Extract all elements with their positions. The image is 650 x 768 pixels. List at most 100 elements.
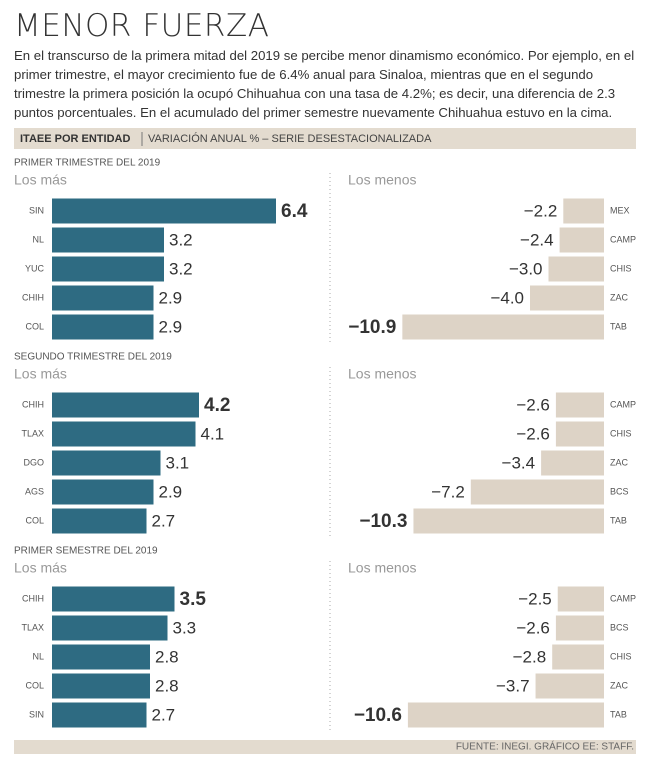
bar — [555, 392, 604, 418]
bar — [52, 314, 154, 340]
section-title: SEGUNDO TRIMESTRE DEL 2019 — [14, 352, 172, 363]
bar — [52, 644, 150, 670]
value-label: 2.7 — [152, 705, 176, 724]
category-label: CAMP — [610, 593, 636, 603]
bar — [52, 450, 161, 476]
category-label: ZAC — [610, 457, 629, 467]
value-label: −2.8 — [513, 647, 547, 666]
category-label: TAB — [610, 321, 627, 331]
value-label: 2.9 — [159, 317, 183, 336]
bar — [555, 615, 604, 641]
category-label: AGS — [25, 486, 44, 496]
bar — [413, 508, 604, 534]
bar — [52, 256, 164, 282]
value-label: 6.4 — [281, 201, 308, 222]
section-title: PRIMER TRIMESTRE DEL 2019 — [14, 158, 161, 169]
value-label: −2.4 — [520, 230, 554, 249]
value-label: 3.2 — [169, 259, 193, 278]
value-label: 2.9 — [159, 482, 183, 501]
value-label: 2.9 — [159, 288, 183, 307]
category-label: CAMP — [610, 399, 636, 409]
value-label: −2.6 — [516, 424, 550, 443]
category-label: COL — [25, 515, 44, 525]
bar — [402, 314, 604, 340]
legend-label: Los más — [14, 560, 67, 576]
bar — [52, 198, 276, 224]
value-label: 4.2 — [204, 395, 230, 416]
value-label: −4.0 — [490, 288, 524, 307]
bar — [52, 615, 168, 641]
bar — [407, 702, 604, 728]
value-label: −3.7 — [496, 676, 530, 695]
category-label: BCS — [610, 622, 629, 632]
bar — [559, 227, 604, 253]
category-label: CHIS — [610, 428, 632, 438]
value-label: −7.2 — [431, 482, 465, 501]
category-label: YUC — [25, 263, 45, 273]
value-label: 2.8 — [155, 676, 179, 695]
header-band — [14, 128, 636, 149]
bar — [548, 256, 604, 282]
legend-label: Los más — [14, 172, 67, 188]
category-label: ZAC — [610, 680, 629, 690]
value-label: 4.1 — [201, 424, 225, 443]
category-label: TLAX — [21, 428, 44, 438]
category-label: SIN — [29, 709, 44, 719]
bar — [563, 198, 604, 224]
value-label: 2.8 — [155, 647, 179, 666]
category-label: CHIH — [22, 399, 44, 409]
value-label: −2.6 — [516, 395, 550, 414]
category-label: NL — [32, 651, 44, 661]
legend-label: Los menos — [348, 560, 416, 576]
category-label: MEX — [610, 205, 630, 215]
legend-label: Los más — [14, 366, 67, 382]
category-label: ZAC — [610, 292, 629, 302]
bar — [52, 508, 147, 534]
source: FUENTE: INEGI. GRÁFICO EE: STAFF. — [456, 740, 634, 753]
category-label: TLAX — [21, 622, 44, 632]
category-label: CHIS — [610, 263, 632, 273]
value-label: 3.2 — [169, 230, 193, 249]
value-label: −2.2 — [524, 201, 558, 220]
category-label: SIN — [29, 205, 44, 215]
footer-band — [14, 740, 636, 754]
bar — [52, 227, 164, 253]
value-label: 3.5 — [180, 589, 207, 610]
header-bold: ITAEE POR ENTIDAD — [20, 133, 130, 145]
value-label: −10.9 — [348, 317, 396, 338]
title: MENOR FUERZA — [14, 8, 270, 44]
bar — [530, 285, 604, 311]
bar — [52, 285, 154, 311]
value-label: −10.6 — [354, 705, 402, 726]
category-label: CHIH — [22, 593, 44, 603]
value-label: 3.3 — [173, 618, 197, 637]
value-label: −2.6 — [516, 618, 550, 637]
category-label: COL — [25, 680, 44, 690]
category-label: DGO — [23, 457, 44, 467]
header-rest: VARIACIÓN ANUAL % – SERIE DESESTACIONALI… — [148, 132, 432, 145]
legend-label: Los menos — [348, 172, 416, 188]
bar — [555, 421, 604, 447]
value-label: −10.3 — [359, 511, 407, 532]
category-label: TAB — [610, 709, 627, 719]
category-label: CHIH — [22, 292, 44, 302]
bar — [541, 450, 604, 476]
category-label: NL — [32, 234, 44, 244]
category-label: COL — [25, 321, 44, 331]
value-label: −3.4 — [502, 453, 536, 472]
category-label: BCS — [610, 486, 629, 496]
category-label: CHIS — [610, 651, 632, 661]
bar — [52, 586, 175, 612]
value-label: −3.0 — [509, 259, 543, 278]
bar — [557, 586, 604, 612]
bar — [52, 702, 147, 728]
bar — [470, 479, 604, 505]
legend-label: Los menos — [348, 366, 416, 382]
bar — [52, 392, 199, 418]
category-label: CAMP — [610, 234, 636, 244]
bar — [52, 479, 154, 505]
value-label: 3.1 — [166, 453, 190, 472]
bar — [552, 644, 604, 670]
